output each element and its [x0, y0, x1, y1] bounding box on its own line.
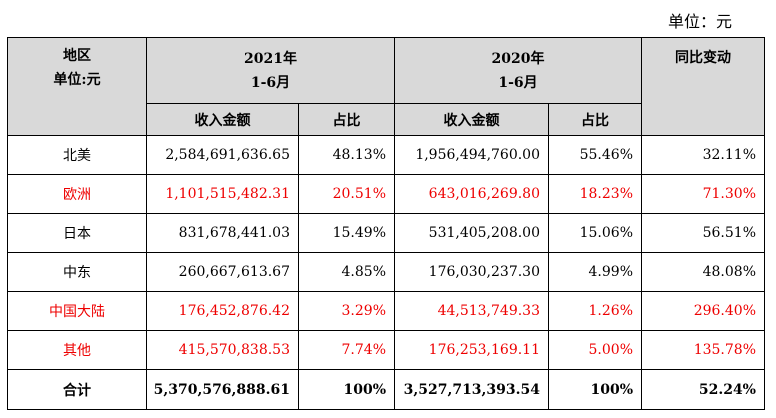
revenue-2020-cell: 176,253,169.11 [394, 330, 549, 370]
yoy-cell: 135.78% [641, 330, 765, 370]
revenue-2021-header: 收入金额 [146, 103, 299, 136]
regional-revenue-table: 地区 单位:元 2021年 1-6月 2020年 1-6月 同比变动 收入金额 … [7, 37, 765, 410]
total-share-2020: 100% [548, 369, 642, 410]
table-row: 欧洲 1,101,515,482.31 20.51% 643,016,269.8… [7, 174, 765, 214]
revenue-2020-cell: 531,405,208.00 [394, 213, 549, 253]
share-2021-cell: 4.85% [298, 252, 395, 292]
share-2021-cell: 15.49% [298, 213, 395, 253]
revenue-2021-cell: 260,667,613.67 [146, 252, 299, 292]
share-2020-cell: 1.26% [548, 291, 642, 331]
table-row: 中东 260,667,613.67 4.85% 176,030,237.30 4… [7, 252, 765, 292]
share-2020-cell: 18.23% [548, 174, 642, 214]
table-row: 其他 415,570,838.53 7.74% 176,253,169.11 5… [7, 330, 765, 370]
period-2021-range: 1-6月 [250, 74, 291, 91]
total-revenue-2021: 5,370,576,888.61 [146, 369, 299, 410]
period-2021-year: 2021年 [244, 50, 297, 67]
region-cell: 中国大陆 [7, 291, 147, 331]
share-2021-cell: 7.74% [298, 330, 395, 370]
region-cell: 日本 [7, 213, 147, 253]
total-row: 合计 5,370,576,888.61 100% 3,527,713,393.5… [7, 369, 765, 410]
revenue-2020-cell: 44,513,749.33 [394, 291, 549, 331]
region-cell: 其他 [7, 330, 147, 370]
revenue-2021-cell: 1,101,515,482.31 [146, 174, 299, 214]
yoy-cell: 296.40% [641, 291, 765, 331]
share-2021-cell: 3.29% [298, 291, 395, 331]
table-row: 日本 831,678,441.03 15.49% 531,405,208.00 … [7, 213, 765, 253]
yoy-cell: 71.30% [641, 174, 765, 214]
share-2021-cell: 48.13% [298, 135, 395, 175]
unit-label: 单位:元 [53, 72, 101, 88]
total-yoy: 52.24% [641, 369, 765, 410]
header-row-top: 地区 单位:元 2021年 1-6月 2020年 1-6月 同比变动 [7, 37, 765, 136]
period-2020-range: 1-6月 [498, 74, 538, 91]
yoy-cell: 56.51% [641, 213, 765, 253]
revenue-2021-cell: 2,584,691,636.65 [146, 135, 299, 175]
share-2021-header: 占比 [298, 103, 395, 136]
header-row-sub: 收入金额 占比 收入金额 占比 [7, 103, 765, 136]
share-2020-cell: 55.46% [548, 135, 642, 175]
region-label: 地区 [63, 48, 91, 64]
yoy-cell: 32.11% [641, 135, 765, 175]
period-2020-header: 2020年 1-6月 [394, 37, 642, 104]
revenue-2020-cell: 1,956,494,760.00 [394, 135, 549, 175]
share-2020-header: 占比 [548, 103, 642, 136]
yoy-header-cell: 同比变动 [641, 37, 765, 136]
revenue-2021-cell: 831,678,441.03 [146, 213, 299, 253]
table-row: 北美 2,584,691,636.65 48.13% 1,956,494,760… [7, 135, 765, 175]
share-2020-cell: 5.00% [548, 330, 642, 370]
region-cell: 欧洲 [7, 174, 147, 214]
revenue-2020-cell: 643,016,269.80 [394, 174, 549, 214]
yoy-label: 同比变动 [675, 50, 731, 66]
share-2020-cell: 15.06% [548, 213, 642, 253]
share-2021-cell: 20.51% [298, 174, 395, 214]
period-2021-header: 2021年 1-6月 [146, 37, 395, 104]
region-cell: 北美 [7, 135, 147, 175]
revenue-2021-cell: 415,570,838.53 [146, 330, 299, 370]
revenue-2020-cell: 176,030,237.30 [394, 252, 549, 292]
total-revenue-2020: 3,527,713,393.54 [394, 369, 549, 410]
revenue-2020-header: 收入金额 [394, 103, 549, 136]
period-2020-year: 2020年 [491, 50, 545, 67]
region-cell: 中东 [7, 252, 147, 292]
share-2020-cell: 4.99% [548, 252, 642, 292]
yoy-cell: 48.08% [641, 252, 765, 292]
total-share-2021: 100% [298, 369, 395, 410]
unit-note: 单位：元 [667, 12, 732, 31]
region-header-cell: 地区 单位:元 [7, 37, 147, 136]
revenue-2021-cell: 176,452,876.42 [146, 291, 299, 331]
table-row: 中国大陆 176,452,876.42 3.29% 44,513,749.33 … [7, 291, 765, 331]
total-label: 合计 [7, 369, 147, 410]
